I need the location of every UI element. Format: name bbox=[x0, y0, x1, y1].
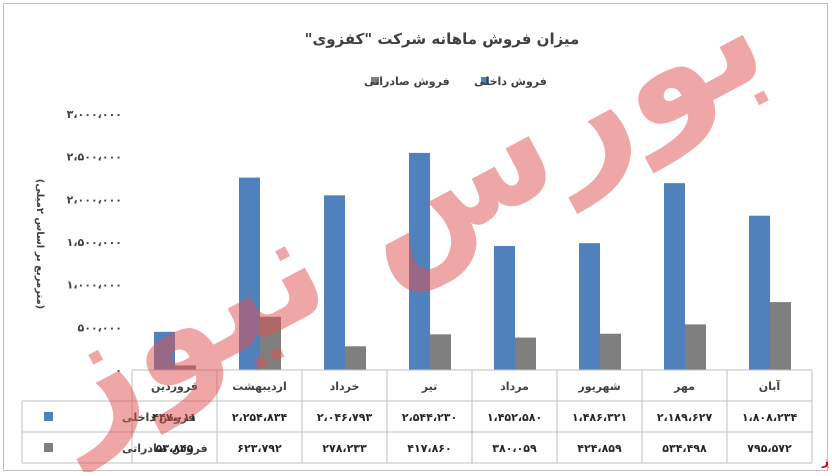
table-legend-swatch bbox=[44, 412, 53, 421]
data-label: ۱،۸۰۸،۲۳۴ bbox=[742, 411, 798, 424]
category-label: مرداد bbox=[500, 380, 529, 393]
data-label: ۵۳،۸۴۵ bbox=[156, 442, 194, 455]
data-label: ۳۸۰،۰۵۹ bbox=[492, 442, 537, 455]
y-axis-ticks: ۰ ۵۰۰،۰۰۰ ۱،۰۰۰،۰۰۰ ۱،۵۰۰،۰۰۰ ۲،۰۰۰،۰۰۰ ۲،۵۰۰… bbox=[67, 108, 122, 377]
bar-export bbox=[430, 334, 451, 370]
category-label: خرداد bbox=[330, 380, 360, 393]
data-label: ۵۳۴،۴۹۸ bbox=[662, 442, 707, 455]
brand-label: بورس نیوز bbox=[821, 454, 829, 469]
bar-domestic bbox=[409, 152, 430, 370]
legend-swatch bbox=[371, 77, 379, 85]
bar-export bbox=[600, 333, 621, 370]
legend-label: فروش صادراتی bbox=[364, 75, 450, 88]
data-label: ۴۱۷،۸۶۰ bbox=[407, 442, 451, 455]
bar-domestic bbox=[579, 243, 600, 370]
table-legend-swatch bbox=[44, 443, 53, 452]
bar-domestic bbox=[239, 177, 260, 370]
chart-canvas: میزان فروش ماهانه شرکت "کفزوی" فروش داخل… bbox=[4, 4, 829, 472]
data-label: ۲،۰۴۶،۷۹۳ bbox=[317, 411, 373, 424]
bar-export bbox=[685, 324, 706, 370]
bar-domestic bbox=[154, 331, 175, 370]
y-axis-label: (مترمربع بر اساس ۲میلی) bbox=[34, 179, 45, 309]
legend-swatch bbox=[481, 77, 489, 85]
bar-export bbox=[175, 365, 196, 370]
y-tick-label: ۲،۵۰۰،۰۰۰ bbox=[67, 151, 122, 164]
category-label: فروردین bbox=[151, 380, 198, 393]
data-label: ۷۹۵،۵۷۲ bbox=[747, 442, 792, 455]
data-label: ۲،۱۸۹،۶۲۷ bbox=[657, 411, 713, 424]
category-label: تیر bbox=[421, 380, 437, 393]
legend-label: فروش داخلی bbox=[474, 75, 547, 88]
bar-export bbox=[770, 302, 791, 370]
table-series-name: فروش داخلی bbox=[122, 411, 195, 424]
category-label: شهریور bbox=[577, 380, 620, 393]
bars bbox=[154, 152, 791, 370]
category-label: آبان bbox=[759, 379, 781, 393]
data-label: ۶۲۳،۷۹۲ bbox=[237, 442, 282, 455]
category-label: مهر bbox=[673, 380, 695, 393]
y-tick-label: ۲،۰۰۰،۰۰۰ bbox=[67, 193, 122, 206]
bar-domestic bbox=[664, 183, 685, 370]
data-label: ۴۲۴،۸۵۹ bbox=[577, 442, 622, 455]
data-table: آبان مهر شهریور مرداد تیر خرداد اردیبهشت فروردی… bbox=[21, 369, 813, 464]
y-tick-label: ۱،۰۰۰،۰۰۰ bbox=[67, 279, 122, 292]
category-label: اردیبهشت bbox=[232, 380, 286, 393]
y-tick-label: ۰ bbox=[115, 364, 122, 377]
bar-domestic bbox=[324, 195, 345, 370]
data-label: ۲۷۸،۲۳۳ bbox=[322, 442, 367, 455]
bar-domestic bbox=[749, 215, 770, 370]
data-label: ۲،۵۴۴،۲۳۰ bbox=[402, 411, 457, 424]
data-label: ۴۴۷،۰۱۱ bbox=[152, 411, 196, 424]
y-tick-label: ۵۰۰،۰۰۰ bbox=[78, 321, 122, 334]
chart-title: میزان فروش ماهانه شرکت "کفزوی" bbox=[305, 30, 580, 48]
data-label: ۲،۲۵۴،۸۳۴ bbox=[232, 411, 288, 424]
bar-domestic bbox=[494, 246, 515, 370]
table-series-name: فروش صادراتی bbox=[122, 442, 208, 455]
legend: فروش داخلی فروش صادراتی bbox=[364, 75, 547, 88]
y-tick-label: ۳،۰۰۰،۰۰۰ bbox=[67, 108, 122, 121]
data-label: ۱،۴۸۶،۳۲۱ bbox=[572, 411, 627, 424]
bar-export bbox=[260, 316, 281, 370]
bar-export bbox=[515, 337, 536, 370]
data-label: ۱،۴۵۲،۵۸۰ bbox=[487, 411, 542, 424]
y-tick-label: ۱،۵۰۰،۰۰۰ bbox=[67, 236, 122, 249]
chart-frame: میزان فروش ماهانه شرکت "کفزوی" فروش داخل… bbox=[3, 3, 829, 472]
bar-export bbox=[345, 346, 366, 370]
